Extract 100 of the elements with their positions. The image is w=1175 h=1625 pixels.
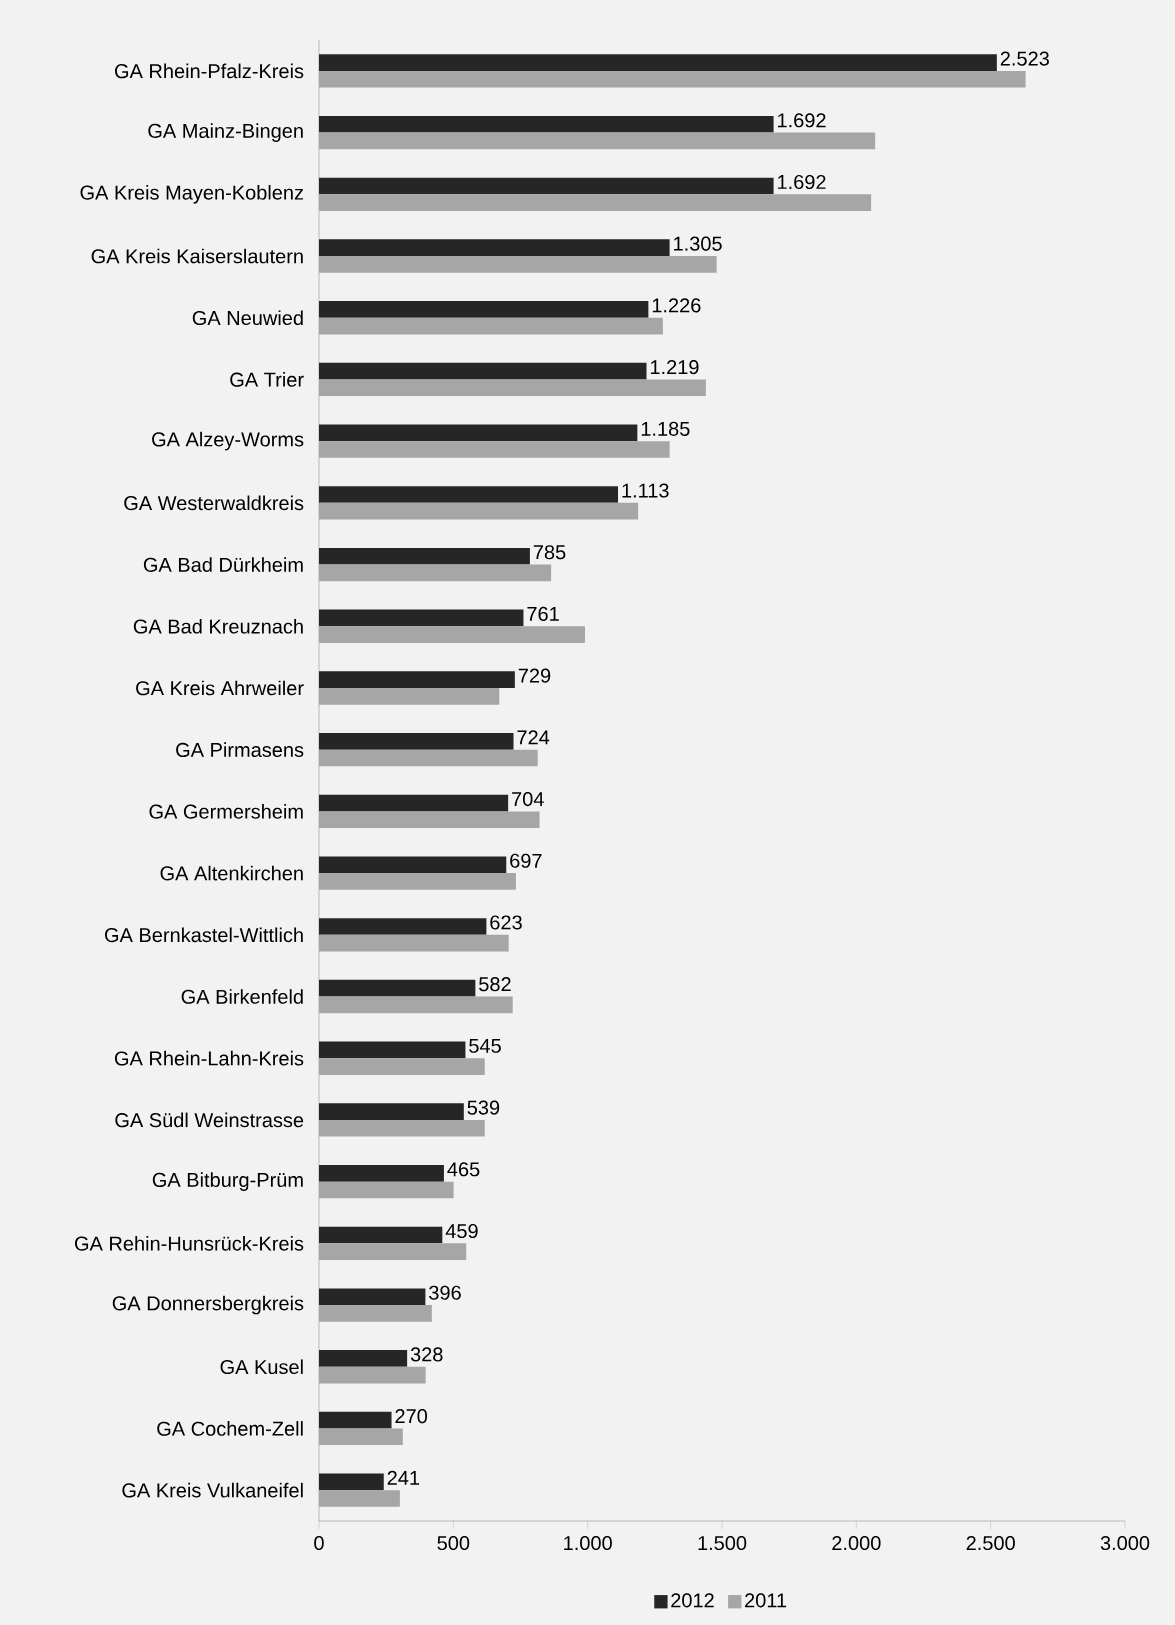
data-label: 623 [490,915,522,930]
bar [319,194,872,211]
bar [319,873,516,890]
bar [319,687,500,705]
legend-label: 2011 [745,1593,787,1608]
y-tick-label: GA Birkenfeld [181,989,303,1004]
y-tick-label: GA Kusel [220,1359,303,1375]
data-label: 697 [510,853,542,868]
data-label: 545 [469,1038,501,1053]
data-label: 761 [527,606,559,621]
y-tick-label: GA Kreis Ahrweiler [136,680,304,696]
bar [319,132,876,150]
x-tick-label: 500 [437,1535,470,1551]
data-label: 785 [533,545,566,560]
bar [319,811,540,829]
y-tick-label: GA Rhein-Pfalz-Kreis [115,63,304,79]
data-label: 1.692 [778,174,826,190]
y-tick-label: GA Trier [230,372,304,387]
bar [319,794,509,812]
y-tick-label: GA Alzey-Worms [152,431,304,451]
data-label: 539 [467,1100,500,1115]
y-tick-label: GA Cochem-Zell [157,1421,303,1436]
x-tick-label: 0 [314,1535,324,1551]
x-tick-label: 3.000 [1100,1535,1150,1551]
bar [319,547,530,565]
bar [319,1103,464,1120]
data-label: 2.523 [1000,51,1049,66]
bar [319,856,507,874]
y-tick-label: GA Germersheim [149,804,303,819]
x-tick-label: 1.500 [698,1535,747,1551]
bar [319,502,639,520]
y-tick-label: GA Kreis Vulkaneifel [122,1482,303,1498]
y-tick-label: GA Bitburg-Prüm [152,1172,303,1191]
bar [319,609,524,627]
data-label: 396 [429,1285,461,1300]
bar [319,424,638,442]
data-label: 241 [387,1470,420,1485]
bar [319,239,670,257]
bar [319,671,515,688]
data-label: 1.226 [652,298,701,313]
bar [319,626,585,643]
bar [319,1288,426,1306]
bar [319,1428,403,1446]
bar [319,1226,443,1244]
bar [319,1473,384,1491]
x-tick-label: 1.000 [564,1535,612,1551]
y-tick-label: GA Südl Weinstrasse [115,1112,304,1128]
data-label: 328 [410,1347,443,1362]
bar [319,177,774,195]
bar [319,115,774,133]
bar [319,70,1026,88]
bar [319,301,649,318]
data-label: 582 [479,977,511,992]
y-tick-label: GA Altenkirchen [160,865,303,881]
bar [319,1164,444,1182]
bar [319,256,717,273]
bar [319,317,663,335]
bar [319,1366,426,1384]
y-tick-label: GA Mainz-Bingen [148,123,303,142]
y-tick-label: GA Donnersbergkreis [112,1295,304,1315]
data-label: 729 [518,668,551,683]
data-label: 459 [445,1223,478,1239]
x-tick-label: 2.000 [832,1535,881,1551]
bar [319,1119,485,1137]
bar [319,934,509,952]
y-tick-label: GA Rehin-Hunsrück-Kreis [75,1235,304,1251]
bar [319,749,538,767]
data-label: 1.185 [641,421,690,436]
bar [319,733,514,750]
y-tick-label: GA Kreis Kaiserslautern [91,248,303,264]
x-tick-label: 2.500 [966,1535,1015,1551]
bar [319,1411,392,1429]
y-tick-label: GA Rhein-Lahn-Kreis [114,1050,304,1066]
bar [319,1490,400,1507]
bar [319,362,647,380]
y-tick-label: GA Bad Dürkheim [143,557,303,572]
bar [319,441,670,458]
legend-label: 2012 [671,1593,714,1608]
bar [319,486,619,503]
data-label: 1.113 [622,483,669,498]
data-label: 465 [447,1162,480,1177]
bar [319,1305,432,1322]
bar [319,918,487,935]
bar [319,979,476,997]
y-tick-label: GA Westerwaldkreis [124,495,304,511]
bar [319,564,552,582]
y-tick-label: GA Kreis Mayen-Koblenz [80,184,304,204]
data-label: 1.219 [650,360,699,375]
y-tick-label: GA Pirmasens [176,742,304,758]
bar [319,1181,454,1199]
data-label: 270 [395,1409,428,1424]
bar [319,54,997,71]
y-tick-label: GA Neuwied [192,310,303,326]
y-tick-label: GA Bernkastel-Wittlich [105,927,303,943]
data-label: 724 [517,730,550,745]
data-label: 1.305 [674,236,722,251]
bar [319,996,513,1014]
data-label: 704 [512,791,544,807]
bar [319,1058,485,1075]
data-label: 1.692 [778,113,826,128]
